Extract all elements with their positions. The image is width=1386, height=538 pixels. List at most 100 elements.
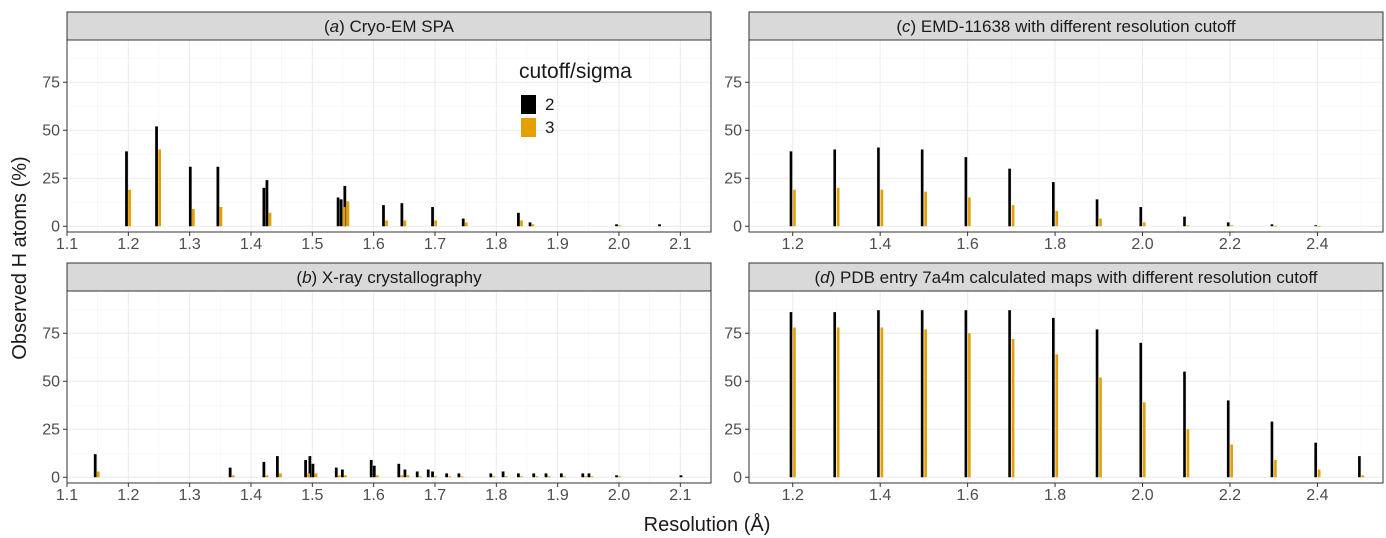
bar-b-series2-2	[262, 461, 266, 478]
bar-d-series3-4	[968, 333, 971, 478]
bar-d-series3-13	[1361, 475, 1365, 478]
bar-d-series3-9	[1186, 429, 1190, 478]
bar-d-series3-2	[880, 327, 884, 478]
bar-b-series3-13	[448, 476, 452, 478]
panel-title-letter: b	[302, 268, 311, 287]
y-tick-label: 0	[51, 219, 60, 236]
x-tick-label: 1.5	[301, 487, 323, 504]
bar-d-series2-0	[789, 312, 793, 478]
x-tick-label: 1.4	[869, 487, 891, 504]
bar-c-series2-5	[1008, 168, 1011, 227]
bar-b-series2-16	[445, 473, 449, 478]
bar-a-series3-5	[342, 207, 346, 227]
x-tick-label: 1.6	[363, 236, 385, 253]
bar-c-series3-7	[1099, 218, 1102, 227]
y-tick-label: 75	[724, 326, 742, 343]
panel-title-prefix: (	[324, 17, 330, 36]
bar-c-series3-1	[836, 187, 840, 227]
bar-d-series3-11	[1274, 459, 1277, 478]
bar-b-series2-20	[517, 473, 520, 478]
bar-b-series2-19	[501, 471, 505, 478]
x-tick-label: 1.4	[869, 236, 891, 253]
bar-d-series2-3	[920, 310, 924, 478]
bar-d-series3-7	[1099, 377, 1102, 478]
bar-d-series2-6	[1052, 317, 1055, 478]
legend-label-2: 2	[545, 95, 554, 114]
bar-b-series2-8	[341, 469, 344, 478]
x-tick-label: 1.2	[782, 487, 804, 504]
bar-c-series2-4	[964, 157, 968, 227]
panel-title-letter: c	[902, 17, 911, 36]
bar-a-series2-11	[431, 207, 434, 227]
panel-title: (b) X-ray crystallography	[296, 268, 482, 287]
bar-d-series2-8	[1139, 342, 1143, 478]
bar-c-series3-0	[793, 189, 796, 227]
bar-d-series2-12	[1314, 442, 1317, 478]
y-tick-label: 25	[724, 171, 742, 188]
panel-strip	[66, 262, 712, 292]
panel-title-text: ) PDB entry 7a4m calculated maps with di…	[830, 268, 1318, 287]
bar-b-series3-1	[231, 475, 235, 478]
bar-d-series3-5	[1011, 339, 1015, 478]
x-tick-label: 2.1	[669, 487, 691, 504]
bar-a-series2-12	[461, 218, 465, 227]
panel-strip	[66, 11, 712, 41]
panel-border	[66, 290, 712, 484]
bar-c-series2-12	[1314, 225, 1317, 227]
bar-a-series2-1	[155, 126, 158, 227]
panel-c: (c) EMD-11638 with different resolution …	[724, 11, 1384, 253]
bar-d-series3-10	[1230, 444, 1234, 478]
bar-c-series2-7	[1095, 199, 1099, 227]
bar-b-series3-21	[584, 476, 588, 478]
bar-b-series3-19	[547, 476, 551, 478]
bar-a-series2-7	[339, 199, 343, 227]
bar-b-series2-6	[311, 463, 315, 478]
panel-title-letter: a	[330, 17, 339, 36]
x-tick-label: 1.3	[179, 487, 201, 504]
bar-d-series3-12	[1317, 469, 1321, 478]
bar-b-series2-27	[679, 475, 683, 478]
x-tick-label: 1.4	[240, 236, 262, 253]
y-tick-label: 75	[42, 326, 60, 343]
x-tick-label: 1.7	[424, 236, 446, 253]
bar-b-series3-4	[307, 473, 311, 478]
bar-b-series3-15	[492, 476, 496, 478]
x-tick-label: 1.2	[117, 236, 139, 253]
panel-title-prefix: (	[896, 17, 902, 36]
bar-b-series2-5	[308, 456, 312, 478]
x-tick-label: 1.8	[485, 236, 507, 253]
bar-a-series2-13	[517, 212, 520, 227]
bar-a-series3-9	[434, 220, 437, 227]
x-tick-label: 2.1	[669, 236, 691, 253]
y-axis-title: Observed H atoms (%)	[9, 156, 31, 359]
bar-b-series2-15	[431, 471, 434, 478]
bar-b-series3-2	[265, 475, 269, 478]
x-tick-label: 1.9	[547, 487, 569, 504]
y-tick-label: 50	[42, 123, 60, 140]
x-tick-label: 1.8	[1044, 487, 1066, 504]
bar-c-series3-4	[968, 197, 971, 227]
bar-b-series3-6	[337, 475, 341, 478]
bar-b-series3-0	[96, 471, 100, 478]
panel-title-text: ) X-ray crystallography	[312, 268, 483, 287]
bar-b-series3-23	[618, 476, 621, 478]
panel-border	[748, 39, 1384, 233]
bar-a-series3-7	[385, 220, 388, 227]
bar-a-series2-9	[382, 205, 385, 227]
bar-d-series2-13	[1358, 456, 1361, 478]
y-tick-label: 75	[724, 75, 742, 92]
panel-border	[66, 39, 712, 233]
panel-title-letter: d	[820, 268, 830, 287]
panel-title: (a) Cryo-EM SPA	[324, 17, 455, 36]
bar-a-series3-3	[219, 207, 223, 227]
bar-a-series2-14	[528, 222, 532, 227]
panel-b: (b) X-ray crystallography 1.1 1.2 1.3 1.4 1.5…	[42, 262, 712, 504]
bar-d-series3-6	[1055, 354, 1059, 478]
bar-b-series3-9	[400, 475, 404, 478]
bar-d-series2-7	[1095, 329, 1099, 478]
bar-a-series3-8	[403, 220, 407, 227]
bar-a-series2-3	[216, 166, 220, 227]
bar-b-series3-17	[520, 476, 523, 478]
bar-a-series3-12	[531, 224, 535, 227]
